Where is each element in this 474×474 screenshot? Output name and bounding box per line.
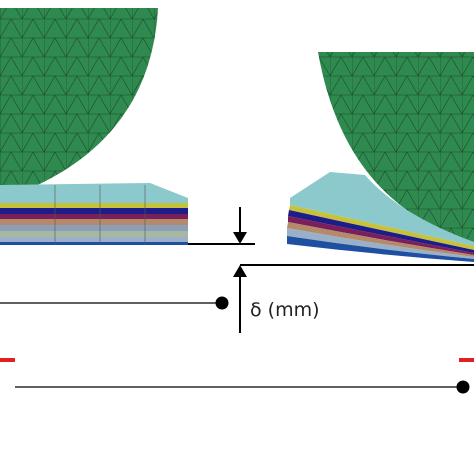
right-laminate	[287, 172, 474, 262]
arrow-up	[233, 265, 247, 277]
dimension	[188, 207, 474, 333]
left-indenter	[0, 8, 158, 200]
arrow-down	[233, 232, 247, 244]
ref-dot	[456, 380, 470, 394]
left-laminate	[0, 183, 188, 245]
delta-label: δ (mm)	[250, 299, 320, 321]
ref-dot	[215, 296, 229, 310]
